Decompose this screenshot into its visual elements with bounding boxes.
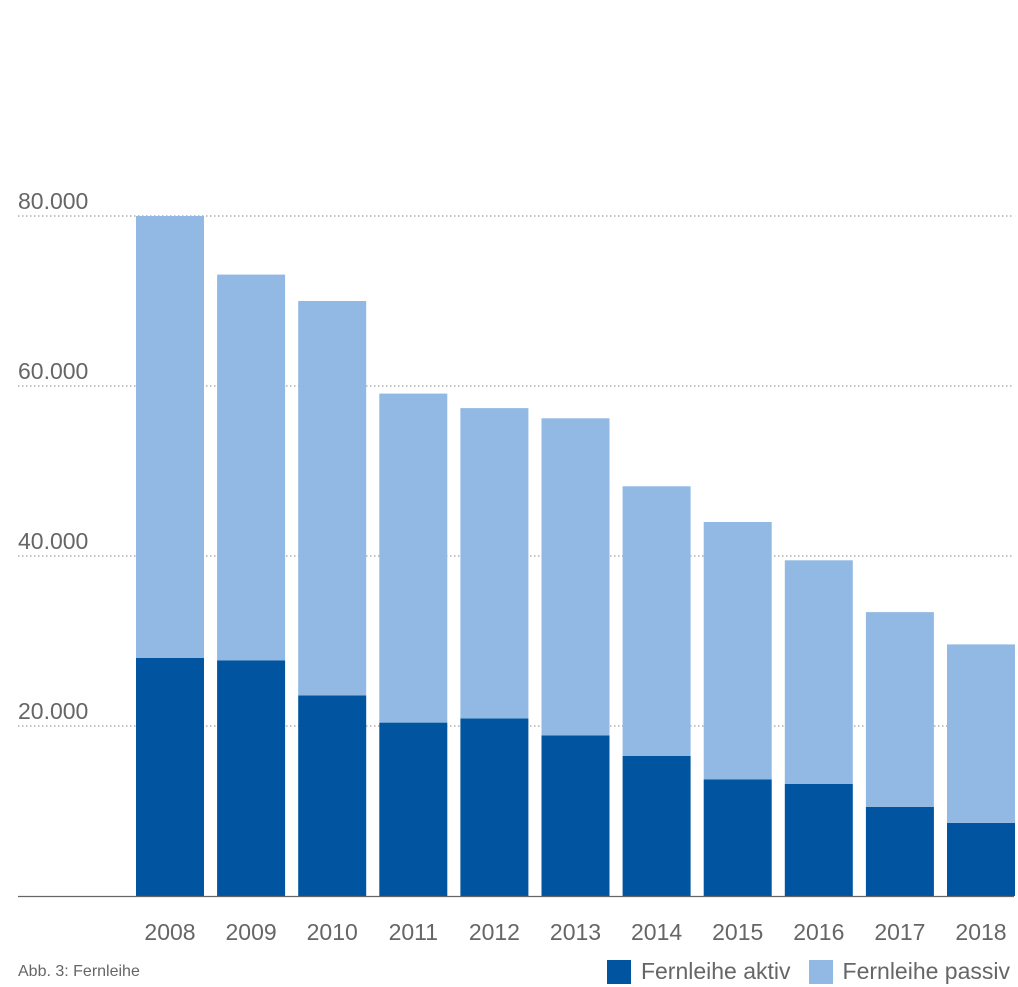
x-tick-label-2013: 2013 <box>550 919 601 945</box>
legend-item-passiv: Fernleihe passiv <box>808 958 1010 985</box>
stacked-bar-chart: 20.000 40.000 60.000 80.000 2008 2009 2010 2011… <box>18 188 1015 945</box>
bar-aktiv-2015 <box>703 779 772 896</box>
x-tick-label-2017: 2017 <box>874 919 925 945</box>
x-tick-label-2009: 2009 <box>226 919 277 945</box>
bar-passiv-2013 <box>541 418 610 736</box>
y-tick-label: 40.000 <box>18 528 88 554</box>
bar-passiv-2018 <box>947 644 1015 823</box>
bar-passiv-2011 <box>379 393 448 723</box>
bar-aktiv-2012 <box>460 718 529 896</box>
bar-aktiv-2011 <box>379 722 448 896</box>
bar-aktiv-2016 <box>784 783 853 896</box>
legend-item-aktiv: Fernleihe aktiv <box>606 958 791 985</box>
legend-label-aktiv: Fernleihe aktiv <box>640 958 791 984</box>
y-tick-label: 60.000 <box>18 358 88 384</box>
x-tick-label-2014: 2014 <box>631 919 682 945</box>
bar-aktiv-2008 <box>136 658 204 896</box>
x-tick-label-2010: 2010 <box>307 919 358 945</box>
y-tick-label: 20.000 <box>18 698 88 724</box>
x-tick-label-2011: 2011 <box>389 919 438 945</box>
bar-aktiv-2010 <box>298 695 367 896</box>
x-tick-label-2012: 2012 <box>469 919 520 945</box>
legend-swatch-passiv <box>808 959 833 984</box>
bar-passiv-2017 <box>865 612 934 807</box>
figure-caption: Abb. 3: Fernleihe <box>18 963 140 980</box>
bar-aktiv-2018 <box>947 822 1015 896</box>
legend: Fernleihe aktiv Fernleihe passiv <box>589 958 1010 985</box>
bar-passiv-2014 <box>622 486 691 756</box>
x-tick-label-2018: 2018 <box>955 919 1006 945</box>
bar-aktiv-2009 <box>217 660 286 896</box>
bar-passiv-2010 <box>298 301 367 696</box>
legend-label-passiv: Fernleihe passiv <box>842 958 1010 984</box>
legend-swatch-aktiv <box>606 959 631 984</box>
bar-passiv-2015 <box>703 522 772 780</box>
bar-passiv-2012 <box>460 408 529 719</box>
labels-layer: 20.000 40.000 60.000 80.000 2008 2009 2010 2011… <box>18 188 1007 945</box>
x-tick-label-2016: 2016 <box>793 919 844 945</box>
bar-passiv-2016 <box>784 560 853 784</box>
bar-passiv-2008 <box>136 216 204 658</box>
y-tick-label: 80.000 <box>18 188 88 214</box>
bars-layer <box>136 216 1015 897</box>
bar-aktiv-2014 <box>622 755 691 897</box>
bar-passiv-2009 <box>217 274 286 661</box>
x-tick-label-2008: 2008 <box>144 919 195 945</box>
bar-aktiv-2013 <box>541 735 610 896</box>
x-tick-label-2015: 2015 <box>712 919 763 945</box>
bar-aktiv-2017 <box>865 806 934 897</box>
